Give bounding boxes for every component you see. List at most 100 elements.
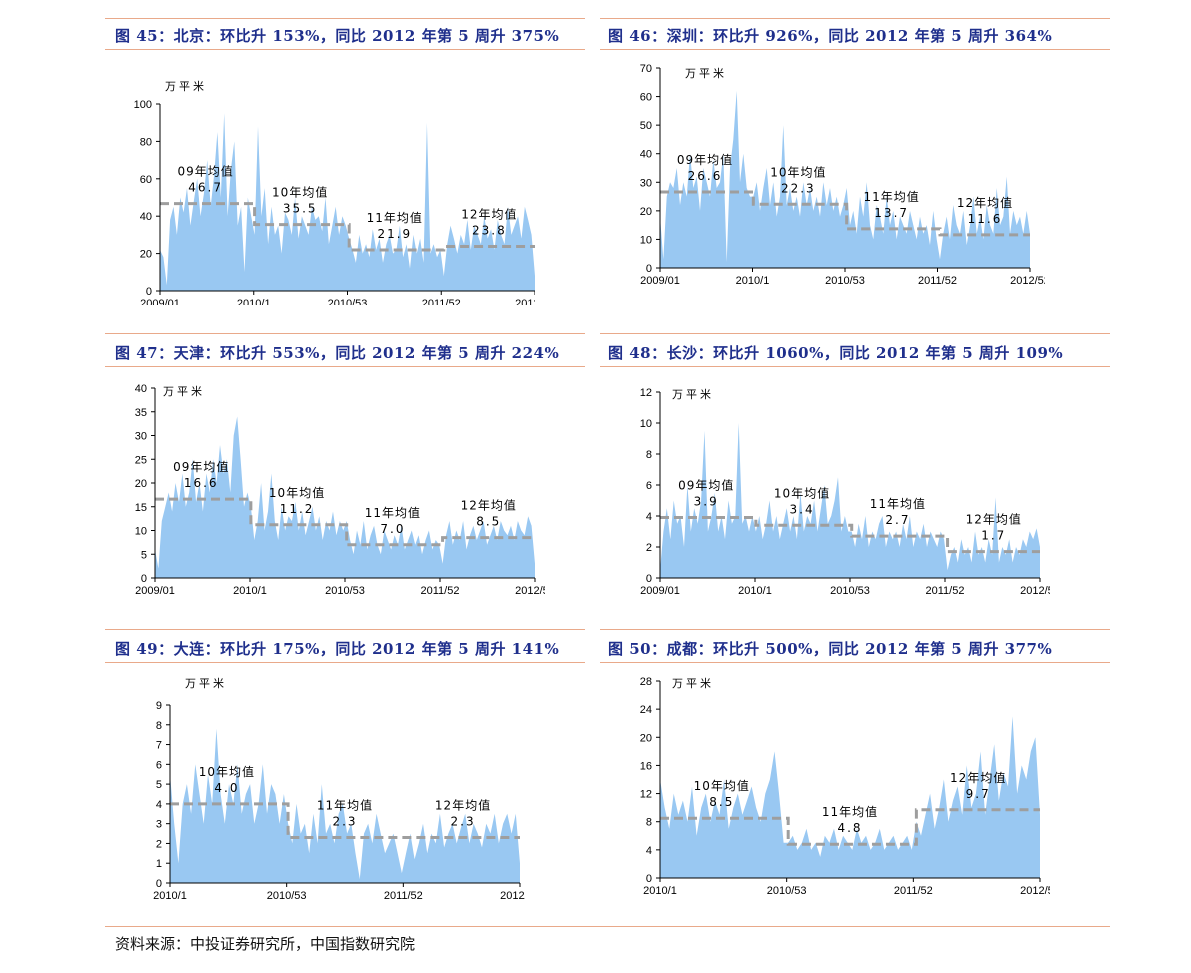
x-tick-label: 2011/52 (384, 890, 423, 902)
average-label: 11年均值 (317, 798, 373, 813)
series-area (170, 728, 520, 883)
y-tick-label: 7 (156, 740, 162, 752)
average-value: 8.5 (709, 795, 734, 809)
average-label: 11年均值 (822, 804, 878, 819)
y-tick-label: 4 (646, 511, 652, 523)
average-value: 11.6 (968, 212, 1003, 226)
x-tick-label: 2010/53 (325, 585, 365, 597)
y-tick-label: 30 (640, 177, 652, 189)
y-axis-unit: 万平米 (672, 388, 714, 401)
x-tick-label: 2010/53 (830, 585, 870, 597)
average-label: 11年均值 (870, 496, 926, 511)
y-axis-unit: 万平米 (672, 677, 714, 690)
y-tick-label: 28 (640, 676, 652, 688)
y-tick-label: 30 (135, 431, 147, 443)
average-label: 10年均值 (694, 778, 750, 793)
x-tick-label: 2010/1 (237, 298, 271, 305)
row3-rule-left (105, 629, 585, 630)
y-tick-label: 15 (135, 502, 147, 514)
average-label: 11年均值 (864, 189, 920, 204)
average-label: 09年均值 (173, 459, 229, 474)
title-rule-3-left (105, 662, 585, 663)
bottom-rule (105, 926, 1110, 927)
average-label: 12年均值 (435, 798, 491, 813)
series-area (660, 716, 1040, 878)
x-tick-label: 2011/52 (422, 298, 461, 305)
y-tick-label: 10 (640, 418, 652, 430)
average-line (170, 802, 520, 840)
top-rule-left (105, 18, 585, 19)
y-tick-label: 3 (156, 819, 162, 831)
y-tick-label: 0 (646, 263, 652, 275)
x-tick-label: 2009/01 (640, 275, 680, 287)
average-label: 09年均值 (678, 478, 734, 493)
y-tick-label: 25 (135, 454, 147, 466)
average-value: 46.7 (188, 181, 223, 195)
chart-tianjin: 0 5 10 15 20 25 30 35 40 2009/01 2010/1 2010/53 2011… (115, 380, 545, 600)
y-tick-label: 6 (156, 759, 162, 771)
y-tick-label: 0 (646, 873, 652, 885)
y-tick-label: 50 (640, 120, 652, 132)
chart-chengdu: 0 4 8 12 16 20 24 28 2010/1 2010/53 2011/52 2012/52… (610, 675, 1050, 905)
average-value: 9.7 (966, 787, 991, 801)
y-tick-label: 60 (640, 92, 652, 104)
average-label: 12年均值 (966, 512, 1022, 527)
average-value: 21.9 (377, 227, 412, 241)
x-tick-label: 2011/52 (894, 885, 933, 897)
y-tick-label: 0 (141, 573, 147, 585)
average-value: 11.2 (280, 502, 315, 516)
x-tick-label: 2010/53 (328, 298, 368, 305)
y-tick-label: 4 (646, 845, 652, 857)
title-rule-3-right (600, 662, 1110, 663)
x-tick-label: 2010/53 (825, 275, 865, 287)
average-value: 2.3 (332, 815, 357, 829)
y-tick-label: 20 (140, 249, 152, 261)
chart-svg: 0 4 8 12 16 20 24 28 2010/1 2010/53 2011/52 2012/52… (640, 676, 1050, 897)
average-label: 12年均值 (950, 770, 1006, 785)
chart-svg: 0 10 20 30 40 50 60 70 2009/01 2010/1 2010/53 2011/… (640, 63, 1045, 287)
average-value: 1.7 (981, 529, 1006, 543)
x-tick-label: 2009/01 (135, 585, 175, 597)
y-tick-label: 40 (640, 149, 652, 161)
panel-title-tianjin: 图 47：天津：环比升 553%，同比 2012 年第 5 周升 224% (115, 344, 560, 362)
y-tick-label: 20 (640, 206, 652, 218)
y-tick-label: 6 (646, 480, 652, 492)
average-value: 35.5 (283, 202, 318, 216)
average-line (660, 808, 1040, 846)
title-rule-2-right (600, 366, 1110, 367)
y-tick-label: 80 (140, 136, 152, 148)
x-tick-label: 2010/1 (153, 890, 187, 902)
y-tick-label: 20 (135, 478, 147, 490)
y-axis-unit: 万平米 (165, 80, 207, 93)
series-area (155, 416, 535, 578)
average-line (155, 497, 535, 547)
y-tick-label: 60 (140, 174, 152, 186)
x-tick-label: 2012/52 (1020, 585, 1050, 597)
x-tick-label: 2011/52 (918, 275, 957, 287)
average-value: 8.5 (476, 515, 501, 529)
x-tick-label: 2012/52 (500, 890, 525, 902)
y-tick-label: 12 (640, 387, 652, 399)
chart-svg: 0 20 40 60 80 100 2009/01 2010/1 2010/53 2011/52 2… (134, 80, 535, 305)
y-tick-label: 1 (156, 858, 162, 870)
y-tick-label: 8 (156, 720, 162, 732)
x-tick-label: 2010/1 (736, 275, 770, 287)
x-tick-label: 2010/1 (233, 585, 267, 597)
row3-rule-right (600, 629, 1110, 630)
average-label: 09年均值 (177, 164, 233, 179)
title-rule-1-right (600, 49, 1110, 50)
y-tick-label: 2 (646, 542, 652, 554)
y-tick-label: 24 (640, 704, 652, 716)
y-tick-label: 5 (141, 549, 147, 561)
x-tick-label: 2012/52 (1020, 885, 1050, 897)
average-label: 10年均值 (272, 185, 328, 200)
x-tick-label: 2010/53 (267, 890, 307, 902)
y-tick-label: 8 (646, 449, 652, 461)
chart-shenzhen: 0 10 20 30 40 50 60 70 2009/01 2010/1 2010/53 2011/… (610, 60, 1045, 290)
row2-rule-left (105, 333, 585, 334)
average-value: 26.6 (688, 169, 723, 183)
panel-title-shenzhen: 图 46：深圳：环比升 926%，同比 2012 年第 5 周升 364% (608, 27, 1053, 45)
row2-rule-right (600, 333, 1110, 334)
series-area (160, 113, 535, 291)
x-tick-label: 2010/1 (643, 885, 677, 897)
